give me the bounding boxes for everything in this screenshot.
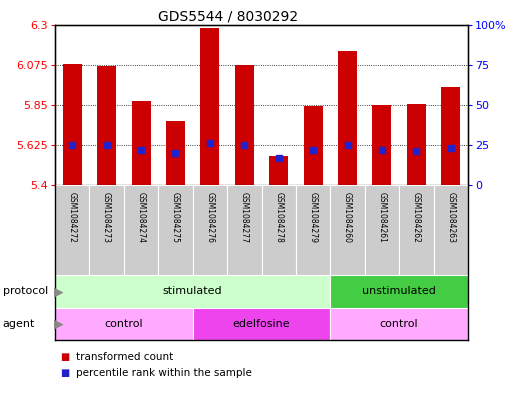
Text: GSM1084262: GSM1084262	[412, 192, 421, 243]
Text: transformed count: transformed count	[75, 352, 173, 362]
Bar	[55, 308, 193, 340]
Text: GSM1084273: GSM1084273	[102, 192, 111, 243]
Bar	[63, 64, 82, 185]
Bar	[330, 185, 365, 275]
Text: GSM1084278: GSM1084278	[274, 192, 283, 243]
Text: GSM1084277: GSM1084277	[240, 192, 249, 243]
Text: stimulated: stimulated	[163, 286, 223, 296]
Text: GSM1084276: GSM1084276	[205, 192, 214, 243]
Text: protocol: protocol	[3, 286, 48, 296]
Text: ▶: ▶	[54, 285, 64, 298]
Text: GSM1084261: GSM1084261	[378, 192, 386, 243]
Bar	[227, 185, 262, 275]
Text: GSM1084263: GSM1084263	[446, 192, 456, 243]
Bar	[269, 156, 288, 185]
Text: agent: agent	[3, 319, 35, 329]
Bar	[441, 87, 460, 185]
Bar	[399, 185, 433, 275]
Bar	[407, 104, 426, 185]
Text: GDS5544 / 8030292: GDS5544 / 8030292	[159, 9, 299, 23]
Bar	[89, 185, 124, 275]
Bar	[330, 275, 468, 308]
Bar	[158, 185, 193, 275]
Text: GSM1084260: GSM1084260	[343, 192, 352, 243]
Text: percentile rank within the sample: percentile rank within the sample	[75, 368, 251, 378]
Text: control: control	[380, 319, 419, 329]
Bar	[193, 185, 227, 275]
Bar	[201, 28, 220, 185]
Text: GSM1084275: GSM1084275	[171, 192, 180, 243]
Bar	[365, 185, 399, 275]
Bar	[55, 275, 330, 308]
Bar	[372, 105, 391, 185]
Text: GSM1084279: GSM1084279	[309, 192, 318, 243]
Bar	[338, 51, 357, 185]
Text: GSM1084274: GSM1084274	[136, 192, 146, 243]
Bar	[124, 185, 158, 275]
Bar	[131, 101, 150, 185]
Bar	[433, 185, 468, 275]
Text: ▶: ▶	[54, 318, 64, 331]
Bar	[193, 308, 330, 340]
Bar	[166, 121, 185, 185]
Bar	[97, 66, 116, 185]
Bar	[296, 185, 330, 275]
Bar	[235, 65, 254, 185]
Text: edelfosine: edelfosine	[233, 319, 290, 329]
Text: GSM1084272: GSM1084272	[68, 192, 77, 243]
Bar	[55, 185, 89, 275]
Bar	[262, 185, 296, 275]
Text: ■: ■	[60, 352, 69, 362]
Text: unstimulated: unstimulated	[362, 286, 436, 296]
Text: control: control	[105, 319, 143, 329]
Bar	[330, 308, 468, 340]
Text: ■: ■	[60, 368, 69, 378]
Bar	[304, 106, 323, 185]
